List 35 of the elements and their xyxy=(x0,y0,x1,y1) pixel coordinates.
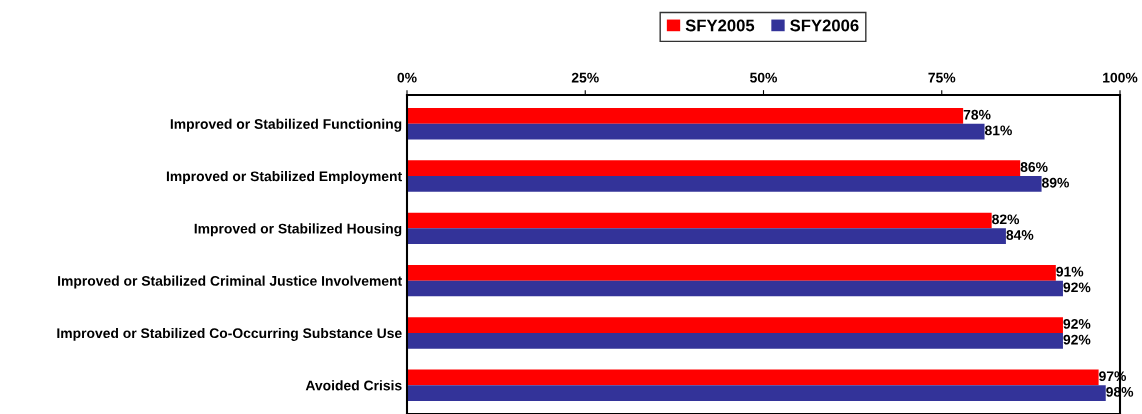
data-label: 91% xyxy=(1056,266,1084,277)
data-label: 89% xyxy=(1042,177,1069,188)
data-label: 92% xyxy=(1063,318,1091,329)
bar xyxy=(407,280,1063,297)
bar xyxy=(407,317,1063,333)
y-tick-label: Improved or Stabilized Functioning xyxy=(170,118,402,132)
data-label: 92% xyxy=(1063,334,1091,345)
y-tick-label: Improved or Stabilized Criminal Justice Involvement xyxy=(58,275,402,289)
bar xyxy=(407,385,1106,401)
data-label: 92% xyxy=(1063,282,1091,293)
bar xyxy=(407,176,1042,192)
y-tick-label: Improved or Stabilized Housing xyxy=(194,223,402,237)
y-tick-label: Improved or Stabilized Employment xyxy=(166,171,402,184)
x-tick-label: 75% xyxy=(928,72,956,83)
bar xyxy=(407,369,1099,386)
data-label: 82% xyxy=(992,214,1020,225)
legend-label: SFY2005 xyxy=(685,19,755,32)
legend-label: SFY2006 xyxy=(790,19,859,32)
x-tick-label: 50% xyxy=(750,72,778,83)
data-label: 81% xyxy=(984,125,1012,136)
y-tick-label: Improved or Stabilized Co-Occurring Substance Use xyxy=(57,327,402,341)
bar xyxy=(407,160,1021,177)
bar xyxy=(407,108,964,124)
bar xyxy=(407,123,985,140)
x-tick-label: 25% xyxy=(571,72,599,83)
bar xyxy=(407,212,992,229)
y-tick-label: Avoided Crisis xyxy=(305,380,402,391)
data-label: 84% xyxy=(1006,230,1034,240)
bar xyxy=(407,332,1063,349)
bar xyxy=(407,228,1006,245)
x-tick-label: 100% xyxy=(1103,72,1138,83)
x-tick-label: 0% xyxy=(397,72,417,83)
bar xyxy=(407,264,1056,281)
data-label: 86% xyxy=(1020,162,1048,172)
data-label: 78% xyxy=(963,109,991,120)
